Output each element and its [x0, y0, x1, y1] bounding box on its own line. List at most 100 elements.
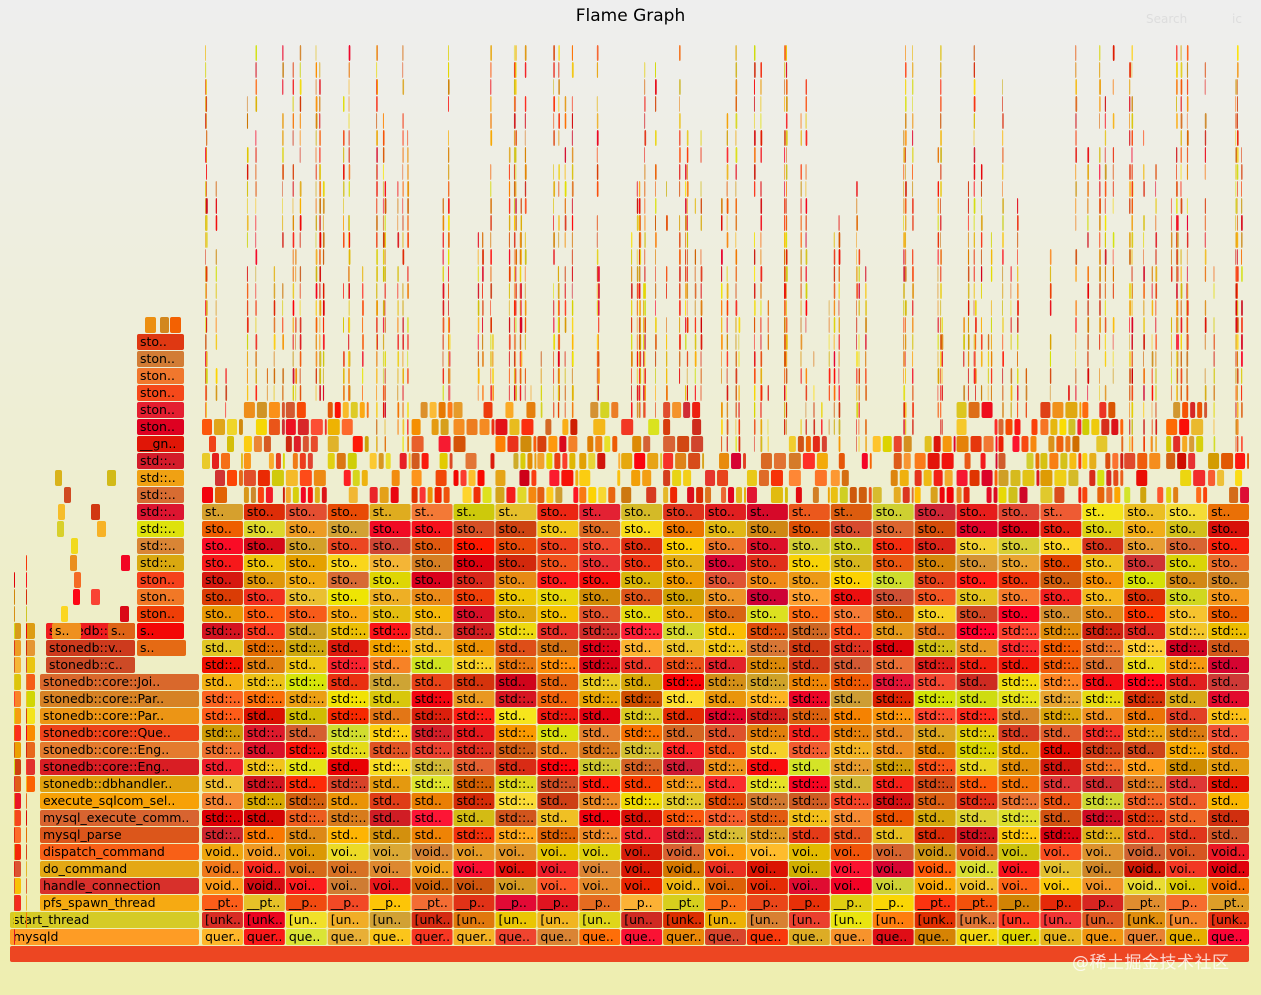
flame-frame-sliver[interactable] [509, 419, 520, 435]
flame-frame-left-tower[interactable] [137, 487, 184, 503]
flame-frame-spike[interactable] [255, 215, 257, 231]
flame-frame-spike[interactable] [735, 317, 737, 333]
flame-frame-spike[interactable] [1204, 164, 1206, 180]
flame-frame-spike[interactable] [1213, 385, 1215, 401]
flame-frame-spike[interactable] [1068, 385, 1070, 401]
flame-frame-spike[interactable] [1176, 215, 1178, 231]
flame-frame-spike[interactable] [1104, 385, 1107, 401]
flame-frame-spike[interactable] [905, 368, 906, 384]
flame-frame-spike[interactable] [813, 402, 815, 418]
flame-frame-std[interactable] [663, 827, 705, 843]
flame-frame-spike[interactable] [1204, 198, 1206, 214]
flame-frame-spike[interactable] [1002, 368, 1004, 384]
flame-frame-sliver[interactable] [631, 470, 641, 486]
flame-frame-spike[interactable] [596, 113, 599, 129]
flame-frame-spike[interactable] [644, 300, 646, 316]
flame-frame-storage[interactable] [998, 555, 1040, 571]
flame-frame-spike[interactable] [255, 181, 257, 197]
flame-frame-spike[interactable] [1236, 351, 1239, 367]
flame-frame-std[interactable] [1040, 793, 1082, 809]
flame-frame-spike[interactable] [735, 232, 737, 248]
flame-frame-spike[interactable] [382, 198, 384, 214]
flame-frame-spike[interactable] [1236, 334, 1239, 350]
flame-frame-spike[interactable] [206, 215, 208, 231]
flame-frame-sliver[interactable] [74, 572, 81, 588]
flame-frame-thread-void[interactable] [285, 861, 327, 877]
flame-frame-spike[interactable] [343, 96, 345, 112]
flame-frame-storage[interactable] [663, 589, 705, 605]
flame-frame-std[interactable] [956, 708, 998, 724]
flame-frame-spike[interactable] [838, 317, 840, 333]
flame-frame-storage[interactable] [579, 589, 621, 605]
flame-frame-sliver[interactable] [263, 436, 271, 452]
flame-frame-spike[interactable] [1186, 215, 1189, 231]
flame-frame-spike[interactable] [905, 45, 906, 61]
flame-frame-thread-void[interactable] [705, 861, 746, 877]
flame-frame-std[interactable] [1040, 674, 1082, 690]
flame-frame-storage[interactable] [1040, 606, 1082, 622]
flame-frame-sliver[interactable] [107, 470, 116, 486]
flame-frame-spike[interactable] [865, 385, 867, 401]
flame-frame-left-tower[interactable] [137, 555, 184, 571]
flame-frame-spike[interactable] [735, 351, 738, 367]
flame-frame-std[interactable] [705, 725, 746, 741]
flame-frame-sliver[interactable] [618, 453, 621, 469]
flame-frame-thread-pthread[interactable] [663, 895, 705, 911]
flame-frame-spike[interactable] [1186, 232, 1189, 248]
flame-frame-spike[interactable] [319, 266, 322, 282]
flame-frame-sliver[interactable] [816, 453, 828, 469]
flame-frame-spike[interactable] [721, 334, 723, 350]
flame-frame-spike[interactable] [449, 368, 451, 384]
flame-frame-spike[interactable] [1236, 215, 1238, 231]
flame-frame-storage[interactable] [369, 504, 411, 520]
flame-frame-sliver[interactable] [343, 470, 351, 486]
flame-frame-spike[interactable] [858, 436, 860, 452]
flame-frame-spike[interactable] [973, 147, 976, 163]
flame-frame-spike[interactable] [508, 368, 510, 384]
flame-frame-spike[interactable] [246, 317, 249, 333]
flame-frame-storage[interactable] [495, 538, 537, 554]
flame-frame-spike[interactable] [760, 402, 762, 418]
flame-frame-spike[interactable] [477, 300, 480, 316]
flame-frame-spike[interactable] [315, 351, 318, 367]
flame-frame-spike[interactable] [348, 79, 350, 95]
flame-frame-std[interactable] [1124, 725, 1166, 741]
flame-frame-sliver[interactable] [265, 487, 273, 503]
flame-frame-spike[interactable] [1002, 113, 1004, 129]
flame-frame-spike[interactable] [206, 79, 207, 95]
flame-frame-spike[interactable] [903, 283, 905, 299]
flame-frame-sliver[interactable] [672, 402, 682, 418]
flame-frame-storage[interactable] [537, 589, 579, 605]
flame-frame-sliver[interactable] [214, 419, 225, 435]
flame-frame-storage[interactable] [998, 521, 1040, 537]
flame-frame-spike[interactable] [215, 249, 217, 265]
flame-frame-spike[interactable] [299, 96, 302, 112]
flame-frame-spike[interactable] [572, 351, 574, 367]
flame-frame-std[interactable] [1208, 623, 1249, 639]
flame-frame-spike[interactable] [299, 334, 302, 350]
flame-frame-spike[interactable] [376, 317, 378, 333]
flame-frame-spike[interactable] [940, 334, 942, 350]
flame-frame-spike[interactable] [1143, 283, 1145, 299]
flame-frame-spike[interactable] [753, 351, 756, 367]
flame-frame-std[interactable] [830, 657, 872, 673]
flame-frame-spike[interactable] [557, 300, 559, 316]
flame-frame-spike[interactable] [382, 317, 384, 333]
flame-frame-spike[interactable] [941, 334, 944, 350]
flame-frame-thread-void[interactable] [663, 844, 705, 860]
flame-frame-spike[interactable] [735, 436, 737, 452]
flame-frame-sliver[interactable] [696, 487, 704, 503]
flame-frame-spike[interactable] [940, 45, 942, 61]
flame-frame-spike[interactable] [513, 147, 516, 163]
flame-frame-spike[interactable] [1177, 317, 1179, 333]
flame-frame-spike[interactable] [513, 215, 516, 231]
flame-frame-thread-pthread[interactable] [579, 895, 621, 911]
flame-frame-spike[interactable] [572, 402, 574, 418]
flame-frame-sliver[interactable] [209, 436, 216, 452]
flame-frame-spike[interactable] [1241, 164, 1243, 180]
flame-frame-spike[interactable] [973, 283, 975, 299]
flame-frame-sliver[interactable] [505, 402, 514, 418]
flame-frame-spike[interactable] [784, 181, 785, 197]
flame-frame-spike[interactable] [990, 334, 992, 350]
flame-frame-spike[interactable] [384, 419, 386, 435]
